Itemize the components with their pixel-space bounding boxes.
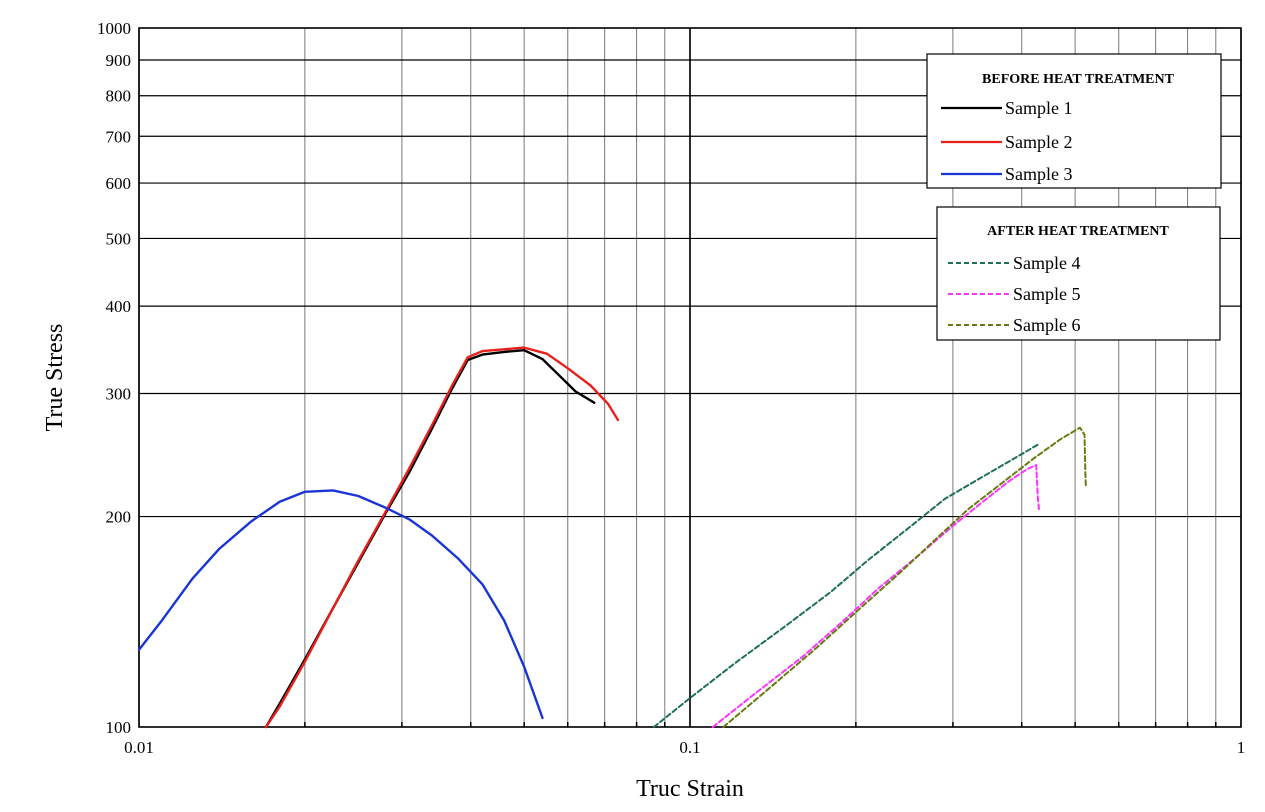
legend-before-heat-treatment: BEFORE HEAT TREATMENT Sample 1 Sample 2 … bbox=[926, 53, 1222, 189]
x-axis-title: Truc Strain bbox=[636, 776, 744, 802]
series-line-sample-5 bbox=[711, 464, 1040, 728]
legend-box bbox=[936, 206, 1221, 341]
x-tick-label: 1 bbox=[1237, 738, 1246, 757]
y-tick-label: 100 bbox=[106, 718, 132, 737]
series-line-sample-6 bbox=[722, 426, 1087, 728]
series-lines bbox=[137, 346, 1087, 729]
plot-frame bbox=[138, 27, 1242, 728]
legend-title: BEFORE HEAT TREATMENT bbox=[982, 72, 1175, 87]
legend-label-sample-1: Sample 1 bbox=[1005, 98, 1073, 118]
legend-label-sample-3: Sample 3 bbox=[1005, 164, 1073, 184]
legend-label-sample-2: Sample 2 bbox=[1005, 132, 1073, 152]
series-line-sample-1 bbox=[264, 349, 596, 729]
series-line-sample-3 bbox=[137, 489, 544, 720]
y-tick-label: 700 bbox=[106, 127, 132, 146]
y-tick-label: 300 bbox=[106, 384, 132, 403]
y-axis-title: True Stress bbox=[42, 324, 68, 432]
x-tick-label: 0.1 bbox=[679, 738, 700, 757]
axis-ticks: 100 200 300 400 500 600 700 800 900 1000 0.01 0.1 1 bbox=[97, 19, 1245, 757]
series-line-sample-4 bbox=[652, 443, 1040, 728]
y-tick-label: 400 bbox=[106, 297, 132, 316]
y-tick-label: 600 bbox=[106, 174, 132, 193]
y-tick-label: 900 bbox=[106, 51, 132, 70]
legend-title: AFTER HEAT TREATMENT bbox=[987, 224, 1169, 239]
legend-label-sample-4: Sample 4 bbox=[1013, 253, 1081, 273]
legend-after-heat-treatment: AFTER HEAT TREATMENT Sample 4 Sample 5 S… bbox=[936, 206, 1221, 341]
legend-box bbox=[926, 53, 1222, 189]
y-tick-label: 500 bbox=[106, 229, 132, 248]
legend-label-sample-6: Sample 6 bbox=[1013, 315, 1081, 335]
series-line-sample-2 bbox=[264, 346, 620, 729]
legend-label-sample-5: Sample 5 bbox=[1013, 284, 1081, 304]
y-tick-label: 1000 bbox=[97, 19, 131, 38]
y-tick-label: 800 bbox=[106, 87, 132, 106]
x-tick-label: 0.01 bbox=[124, 738, 154, 757]
y-tick-label: 200 bbox=[106, 508, 132, 527]
